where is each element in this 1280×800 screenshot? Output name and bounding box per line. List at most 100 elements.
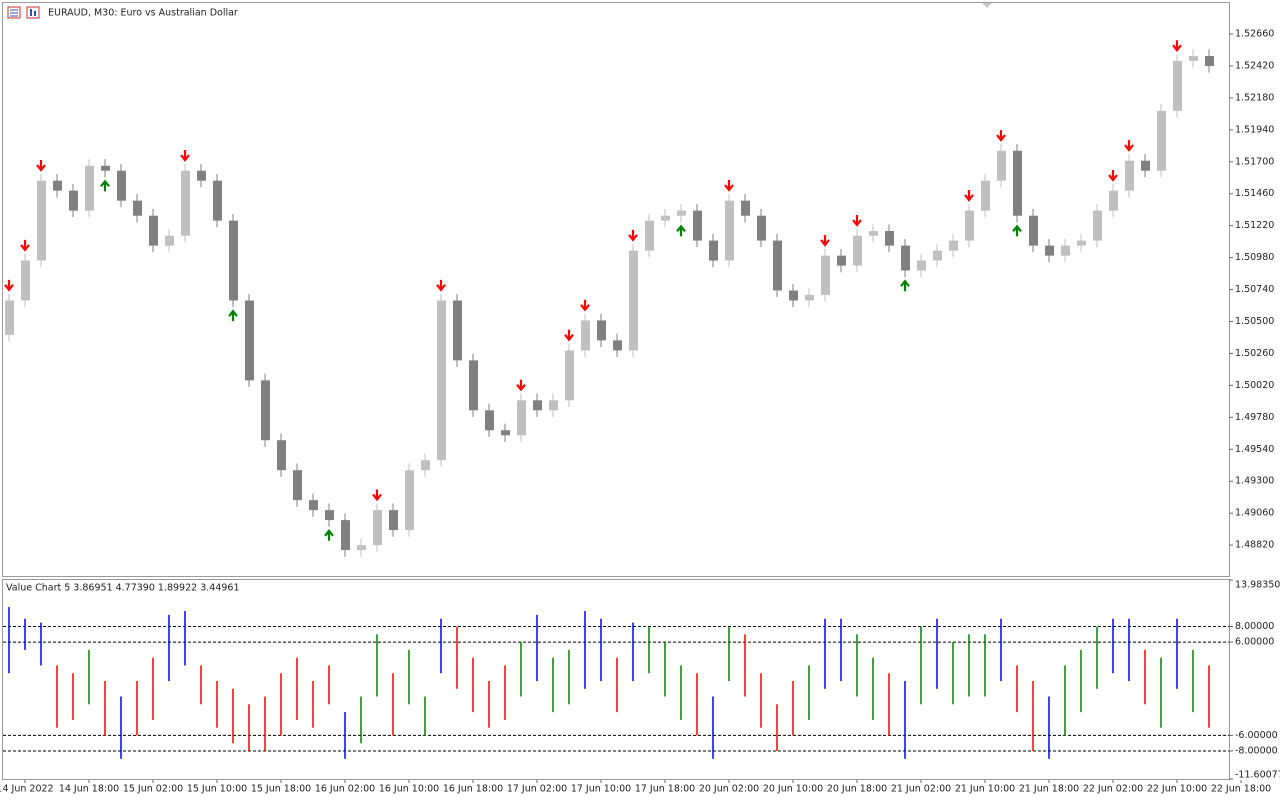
candle-body xyxy=(613,340,622,351)
candle-body xyxy=(245,300,254,381)
candle-body xyxy=(1157,110,1166,171)
x-tick-label: 14 Jun 18:00 xyxy=(59,784,119,795)
sell-arrow xyxy=(1172,40,1182,53)
candle-body xyxy=(325,510,334,521)
candle-body xyxy=(5,300,14,335)
sell-arrow xyxy=(996,130,1006,142)
sell-arrow xyxy=(628,229,638,242)
candle-body xyxy=(677,210,686,216)
candle-body xyxy=(869,231,878,236)
candle-body xyxy=(725,200,734,261)
candle-body xyxy=(149,215,158,246)
buy-arrow xyxy=(900,279,910,292)
x-tick-label: 22 Jun 18:00 xyxy=(1211,784,1271,795)
x-tick-label: 16 Jun 10:00 xyxy=(379,784,439,795)
y-tick-label: 1.48820 xyxy=(1235,540,1274,551)
candle-body xyxy=(1077,240,1086,246)
candle-body xyxy=(117,170,126,201)
y-tick-label: 1.50740 xyxy=(1235,284,1274,295)
y-tick-label: 1.49060 xyxy=(1235,508,1274,519)
candle-body xyxy=(341,520,350,551)
x-tick-label: 21 Jun 02:00 xyxy=(891,784,951,795)
indicator-panel xyxy=(2,579,1230,780)
candle-body xyxy=(933,250,942,261)
candle-body xyxy=(1029,215,1038,246)
candle-body xyxy=(1013,150,1022,216)
candle-body xyxy=(917,260,926,271)
candle-body xyxy=(629,250,638,351)
candle-body xyxy=(213,180,222,221)
x-tick-label: 16 Jun 02:00 xyxy=(315,784,375,795)
y-tick-label: -8.00000 xyxy=(1235,745,1278,756)
sell-arrow xyxy=(852,215,862,227)
sell-arrow xyxy=(820,234,830,247)
candle-body xyxy=(277,440,286,471)
sell-arrow xyxy=(1108,170,1118,182)
candle-body xyxy=(997,150,1006,181)
candle-body xyxy=(645,220,654,251)
x-tick-label: 16 Jun 18:00 xyxy=(443,784,503,795)
y-tick-label: -6.00000 xyxy=(1235,730,1278,741)
candle-body xyxy=(53,180,62,191)
candle-body xyxy=(485,410,494,431)
x-tick-label: 15 Jun 18:00 xyxy=(251,784,311,795)
chart-title: EURAUD, M30: Euro vs Australian Dollar xyxy=(48,8,238,19)
y-tick-label: -11.60077 xyxy=(1235,770,1280,781)
y-tick-label: 1.51460 xyxy=(1235,188,1274,199)
candle-body xyxy=(69,190,78,211)
y-tick-label: 1.51700 xyxy=(1235,156,1274,167)
x-tick-label: 21 Jun 10:00 xyxy=(955,784,1015,795)
candle-body xyxy=(949,240,958,251)
candle-body xyxy=(85,165,94,211)
y-tick-label: 1.50260 xyxy=(1235,348,1274,359)
icon[interactable] xyxy=(26,6,40,19)
x-tick-label: 22 Jun 02:00 xyxy=(1083,784,1143,795)
candle-body xyxy=(757,215,766,241)
sell-arrow xyxy=(1124,140,1134,152)
candle-body xyxy=(1093,210,1102,241)
candle-body xyxy=(549,400,558,411)
candle-body xyxy=(805,294,814,301)
indicator-label: Value Chart 5 3.86951 4.77390 1.89922 3.… xyxy=(6,583,240,594)
y-tick-label: 1.51940 xyxy=(1235,124,1274,135)
sell-arrow xyxy=(372,489,382,502)
candle-body xyxy=(853,235,862,266)
buy-arrow xyxy=(228,309,238,322)
candle-body xyxy=(309,500,318,511)
candle-body xyxy=(37,180,46,261)
candle-body xyxy=(501,430,510,436)
buy-arrow xyxy=(324,528,334,541)
x-tick-label: 17 Jun 18:00 xyxy=(635,784,695,795)
x-tick-label: 15 Jun 10:00 xyxy=(187,784,247,795)
candle-body xyxy=(837,255,846,266)
candle-body xyxy=(789,290,798,301)
x-tick-label: 21 Jun 18:00 xyxy=(1019,784,1079,795)
sell-arrow xyxy=(516,379,526,392)
shift-marker[interactable] xyxy=(982,3,992,8)
candle-body xyxy=(533,400,542,411)
y-tick-label: 6.00000 xyxy=(1235,637,1274,648)
buy-arrow xyxy=(100,179,110,192)
toolbar-icons[interactable] xyxy=(7,6,40,19)
x-tick-label: 20 Jun 18:00 xyxy=(827,784,887,795)
sell-arrow xyxy=(4,279,14,292)
x-tick-label: 17 Jun 02:00 xyxy=(507,784,567,795)
candle-body xyxy=(133,200,142,216)
y-tick-label: 1.52660 xyxy=(1235,29,1274,40)
candle-body xyxy=(165,235,174,246)
buy-arrow xyxy=(676,224,686,237)
y-tick-label: 1.52420 xyxy=(1235,60,1274,71)
candle-body xyxy=(197,170,206,181)
candle-body xyxy=(517,400,526,436)
y-tick-label: 1.50980 xyxy=(1235,252,1274,263)
candle-body xyxy=(1045,245,1054,256)
sell-arrow xyxy=(180,150,190,162)
x-tick-label: 20 Jun 02:00 xyxy=(699,784,759,795)
x-tick-label: 14 Jun 2022 xyxy=(0,784,54,795)
candle-body xyxy=(773,240,782,291)
candle-body xyxy=(709,240,718,261)
candle-body xyxy=(357,545,366,551)
candle-body xyxy=(421,460,430,471)
